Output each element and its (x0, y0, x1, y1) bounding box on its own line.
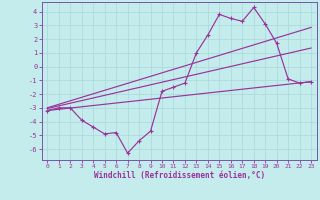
X-axis label: Windchill (Refroidissement éolien,°C): Windchill (Refroidissement éolien,°C) (94, 171, 265, 180)
